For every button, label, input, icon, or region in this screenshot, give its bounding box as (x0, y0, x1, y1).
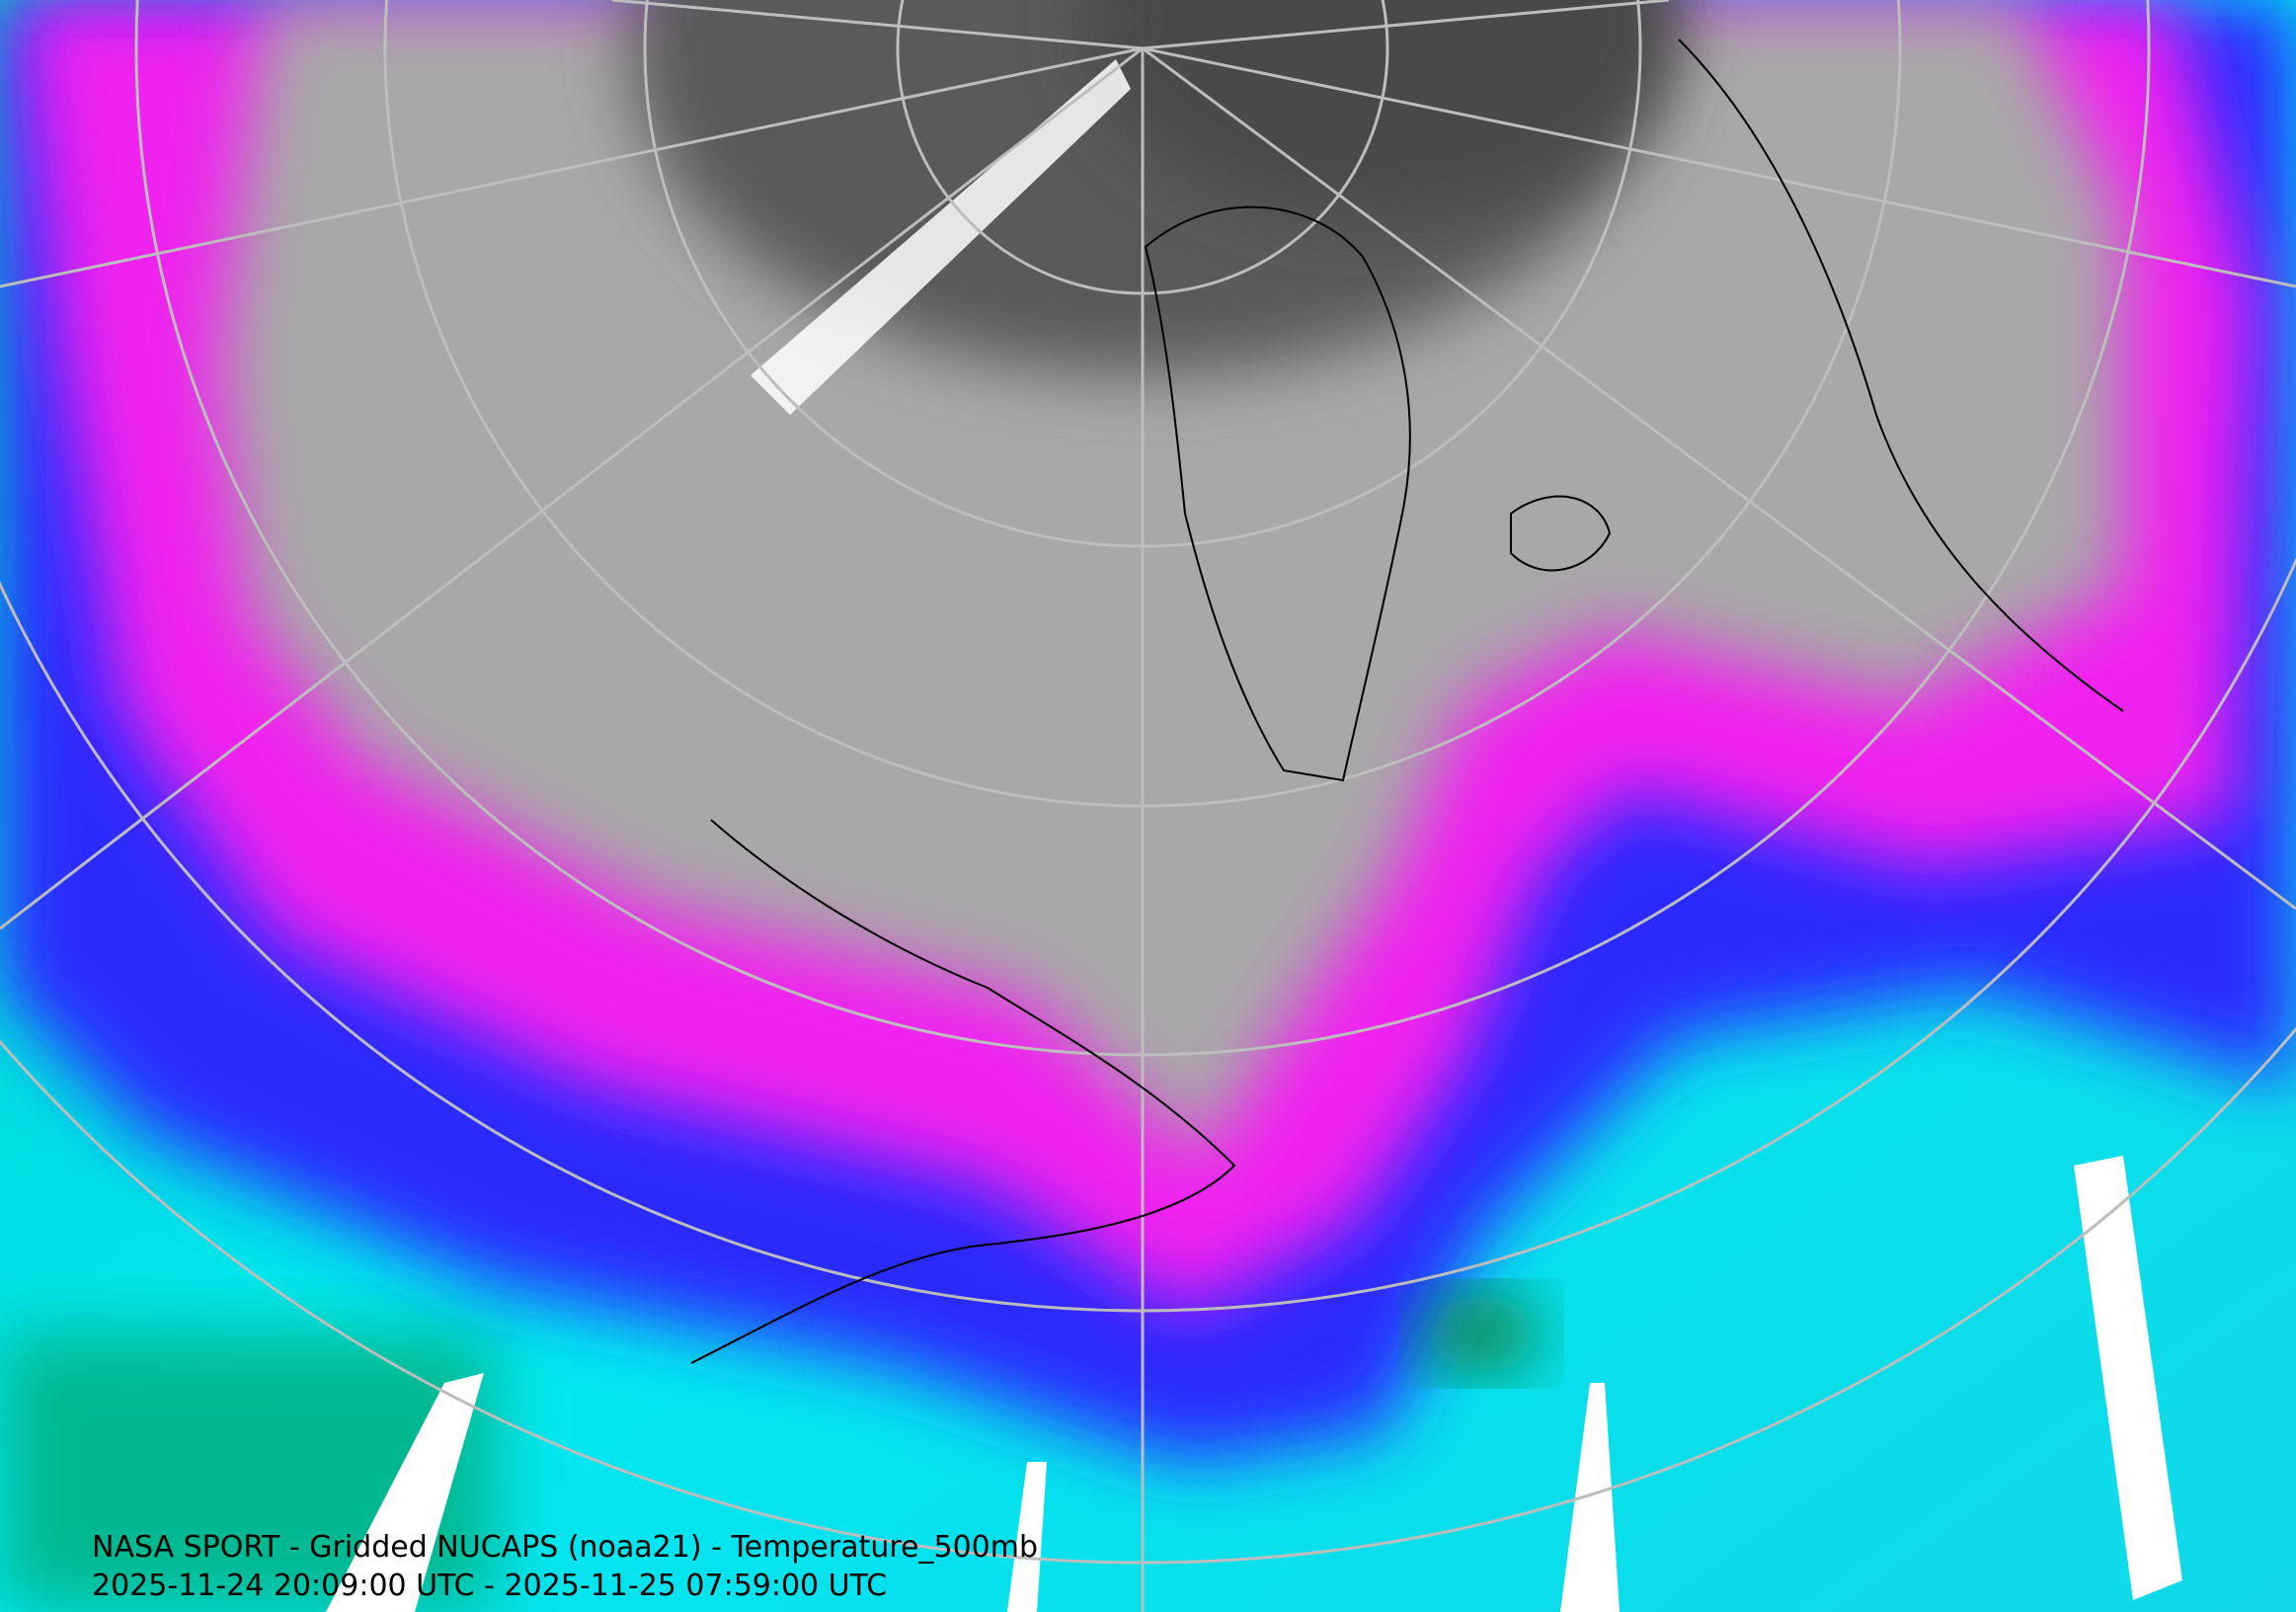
coastlines (690, 39, 2124, 1364)
time-range: 2025-11-24 20:09:00 UTC - 2025-11-25 07:… (92, 1569, 887, 1603)
map-title: NASA SPORT - Gridded NUCAPS (noaa21) - T… (92, 1530, 1038, 1565)
